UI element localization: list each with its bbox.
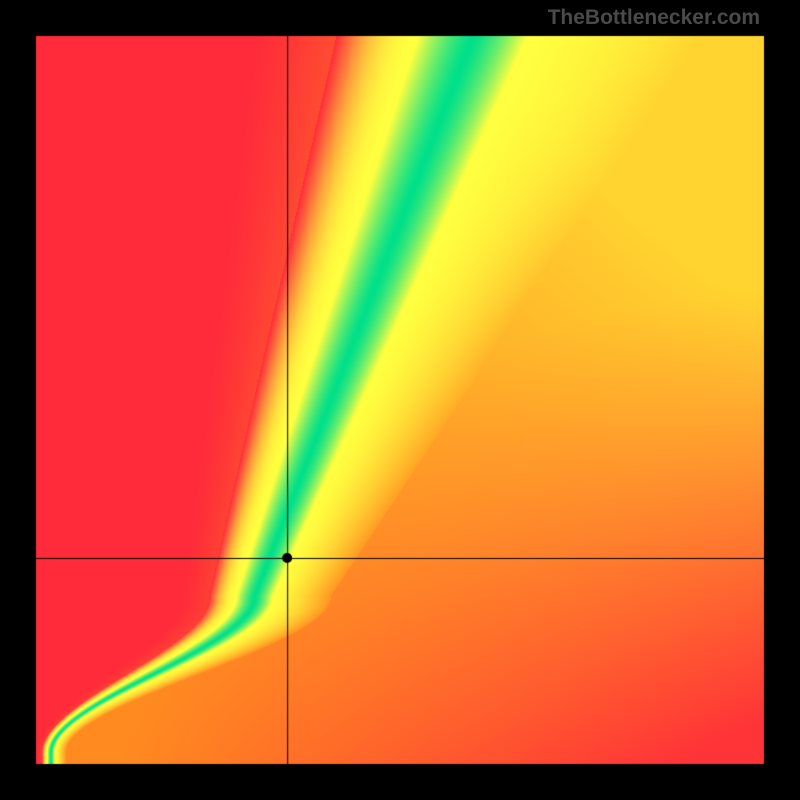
- watermark-text: TheBottlenecker.com: [548, 6, 760, 30]
- bottleneck-heatmap-chart: TheBottlenecker.com: [0, 0, 800, 800]
- heatmap-canvas: [0, 0, 800, 800]
